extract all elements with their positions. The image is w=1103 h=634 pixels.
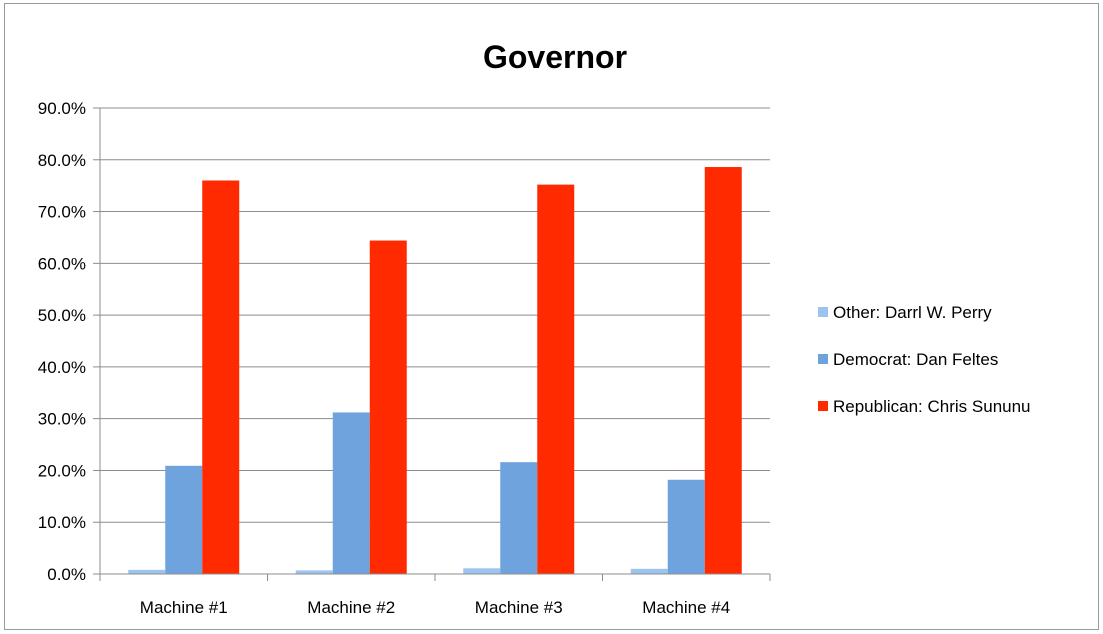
legend-swatch (818, 307, 828, 317)
bar (128, 569, 166, 574)
bar (463, 568, 501, 574)
bar (630, 568, 668, 574)
legend: Other: Darrl W. Perry Democrat: Dan Felte… (818, 303, 1031, 416)
y-tick-label: 0.0% (47, 565, 86, 584)
legend-label: Other: Darrl W. Perry (833, 303, 992, 322)
legend-swatch (818, 401, 828, 411)
legend-label: Democrat: Dan Feltes (833, 350, 998, 369)
y-tick-label: 90.0% (38, 99, 86, 118)
y-tick-label: 10.0% (38, 513, 86, 532)
x-tick-label: Machine #1 (140, 598, 228, 617)
y-tick-label: 60.0% (38, 254, 86, 273)
bar (202, 180, 240, 574)
y-axis-ticks: 0.0% 10.0% 20.0% 30.0% 40.0% 50.0% 60.0% 70.0% 8… (38, 99, 86, 584)
x-axis (99, 108, 771, 581)
bars (128, 167, 742, 574)
y-tick-label: 40.0% (38, 358, 86, 377)
bar (369, 240, 407, 574)
y-tick-label: 80.0% (38, 151, 86, 170)
bar (165, 465, 203, 574)
y-tick-label: 70.0% (38, 203, 86, 222)
chart-title: Governor (483, 39, 627, 75)
bar (537, 184, 575, 574)
bar (667, 479, 705, 574)
x-tick-label: Machine #3 (475, 598, 563, 617)
bar (500, 462, 538, 574)
x-tick-label: Machine #4 (642, 598, 730, 617)
x-tick-label: Machine #2 (307, 598, 395, 617)
legend-swatch (818, 354, 828, 364)
bar (704, 167, 742, 574)
y-tick-label: 20.0% (38, 461, 86, 480)
bar (295, 570, 333, 574)
bar (332, 412, 370, 574)
y-tick-label: 30.0% (38, 410, 86, 429)
legend-label: Republican: Chris Sununu (833, 397, 1031, 416)
y-tick-label: 50.0% (38, 306, 86, 325)
x-axis-ticks: Machine #1 Machine #2 Machine #3 Machine #4 (140, 598, 730, 617)
